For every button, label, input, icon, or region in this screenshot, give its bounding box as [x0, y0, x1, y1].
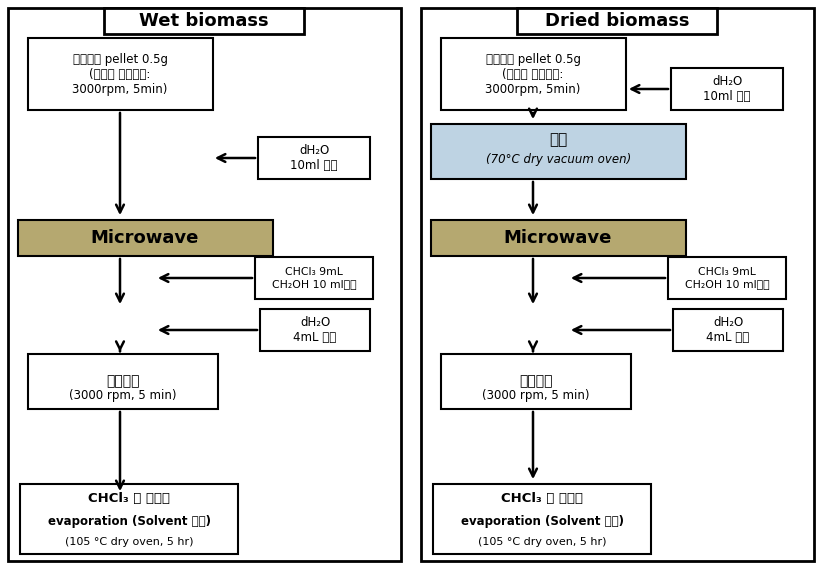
Text: dH₂O
10ml 첨가: dH₂O 10ml 첨가 [290, 144, 338, 172]
Bar [260, 309, 370, 351]
Text: 미세조류 pellet 0.5g
(배양액 원심분리:
3000rpm, 5min): 미세조류 pellet 0.5g (배양액 원심분리: 3000rpm, 5mi… [485, 52, 580, 96]
Bar [20, 484, 238, 554]
Text: (105 °C dry oven, 5 hr): (105 °C dry oven, 5 hr) [478, 537, 607, 547]
Text: (105 °C dry oven, 5 hr): (105 °C dry oven, 5 hr) [65, 537, 193, 547]
Text: Microwave: Microwave [504, 229, 612, 247]
Text: (3000 rpm, 5 min): (3000 rpm, 5 min) [69, 389, 177, 402]
Bar [18, 220, 273, 256]
Text: dH₂O
10ml 첨가: dH₂O 10ml 첨가 [704, 75, 750, 103]
Text: CHCl₃ 층 취하여: CHCl₃ 층 취하여 [501, 492, 583, 505]
Bar [441, 38, 626, 110]
Text: (70°C dry vacuum oven): (70°C dry vacuum oven) [486, 153, 631, 166]
Bar [421, 8, 814, 561]
Text: 건조: 건조 [549, 133, 568, 147]
Bar [8, 8, 401, 561]
Text: evaporation (Solvent 제거): evaporation (Solvent 제거) [460, 514, 624, 527]
Text: 원심분리: 원심분리 [520, 374, 552, 389]
Bar [28, 354, 218, 409]
Text: dH₂O
4mL 첨가: dH₂O 4mL 첨가 [706, 316, 750, 344]
Bar [433, 484, 651, 554]
Bar [517, 8, 717, 34]
Text: Wet biomass: Wet biomass [139, 12, 269, 30]
Bar [673, 309, 783, 351]
Text: Dried biomass: Dried biomass [545, 12, 690, 30]
Text: dH₂O
4mL 첨가: dH₂O 4mL 첨가 [293, 316, 337, 344]
Bar [441, 354, 631, 409]
Text: 원심분리: 원심분리 [106, 374, 140, 389]
Bar [28, 38, 213, 110]
Bar [668, 257, 786, 299]
Bar [255, 257, 373, 299]
Text: CHCl₃ 층 취하여: CHCl₃ 층 취하여 [88, 492, 170, 505]
Text: CHCl₃ 9mL
CH₂OH 10 ml첨가: CHCl₃ 9mL CH₂OH 10 ml첨가 [272, 267, 356, 289]
Text: evaporation (Solvent 제거): evaporation (Solvent 제거) [48, 514, 210, 527]
Bar [104, 8, 304, 34]
Bar [258, 137, 370, 179]
Text: 미세조류 pellet 0.5g
(배양액 원심분리:
3000rpm, 5min): 미세조류 pellet 0.5g (배양액 원심분리: 3000rpm, 5mi… [72, 52, 168, 96]
Bar [671, 68, 783, 110]
Text: CHCl₃ 9mL
CH₂OH 10 ml첨가: CHCl₃ 9mL CH₂OH 10 ml첨가 [685, 267, 769, 289]
Bar [431, 220, 686, 256]
Text: (3000 rpm, 5 min): (3000 rpm, 5 min) [483, 389, 589, 402]
Bar [431, 124, 686, 179]
Text: Microwave: Microwave [90, 229, 199, 247]
